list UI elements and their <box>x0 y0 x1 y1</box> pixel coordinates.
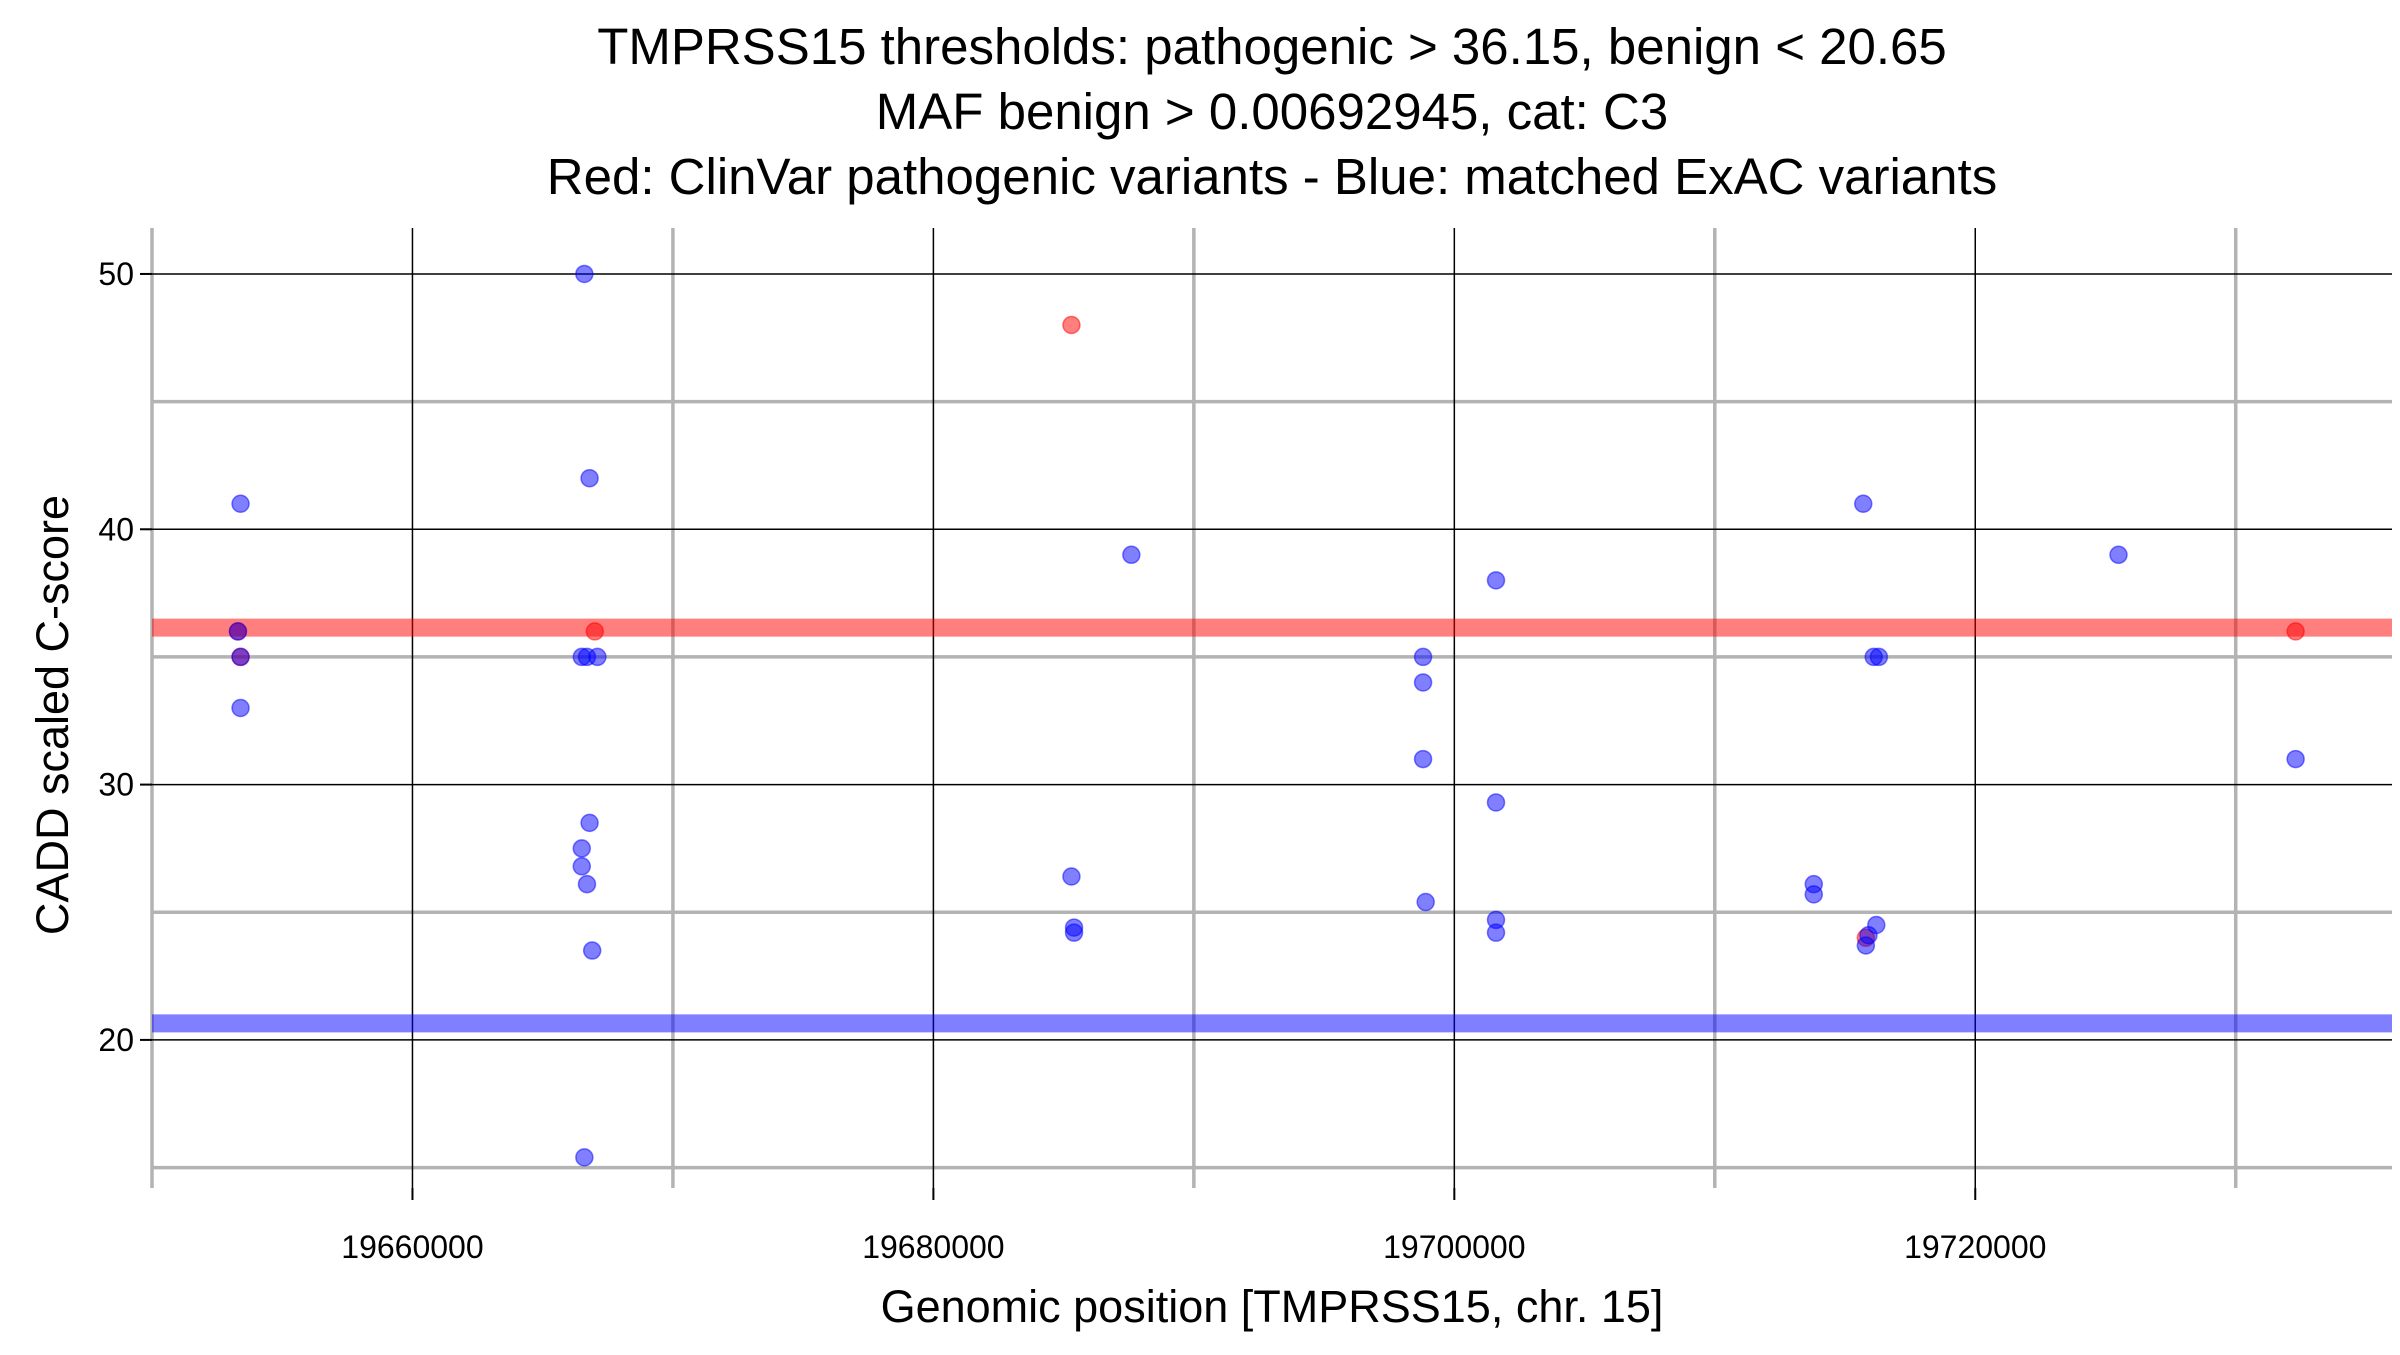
exac-matched-point <box>1413 647 1433 667</box>
clinvar-pathogenic-point <box>1062 315 1081 335</box>
exac-matched-point <box>1804 885 1824 904</box>
clinvar-pathogenic-point <box>585 622 605 641</box>
y-tick-label: 40 <box>98 511 134 547</box>
exac-matched-point <box>2286 749 2305 769</box>
exac-matched-point <box>2109 545 2128 565</box>
exac-matched-point <box>231 698 250 718</box>
exac-matched-point <box>1869 647 1889 667</box>
x-tick-label: 19680000 <box>862 1229 1004 1265</box>
exac-matched-point <box>231 494 250 513</box>
chart-title-line-2: MAF benign > 0.00692945, cat: C3 <box>876 83 1668 140</box>
exac-matched-point <box>231 647 250 667</box>
exac-matched-point <box>1122 545 1141 565</box>
exac-matched-point <box>1854 494 1873 513</box>
exac-matched-point <box>580 468 599 488</box>
y-tick-label: 20 <box>98 1022 134 1058</box>
y-axis-title: CADD scaled C-score <box>27 495 78 935</box>
exac-matched-point <box>1486 923 1506 942</box>
exac-matched-point <box>580 813 599 833</box>
threshold-lines <box>152 618 2392 1033</box>
clinvar-pathogenic-point <box>2286 622 2305 641</box>
exac-matched-point <box>572 839 592 858</box>
exac-matched-point <box>572 857 592 876</box>
exac-matched-point <box>1413 749 1433 769</box>
exac-matched-point <box>1856 936 1876 955</box>
exac-matched-point <box>228 622 248 641</box>
exac-matched-point <box>1413 673 1433 692</box>
x-tick-label: 19700000 <box>1383 1229 1525 1265</box>
tick-labels: 20 30 40 50 19660000 19680000 19700000 19720000 <box>98 256 2046 1265</box>
exac-matched-point <box>1064 923 1084 942</box>
data-points <box>228 264 2305 1167</box>
exac-matched-point <box>582 941 602 960</box>
exac-matched-point <box>575 1148 594 1167</box>
x-tick-label: 19720000 <box>1904 1229 2046 1265</box>
exac-matched-point <box>588 647 607 667</box>
exac-matched-point <box>1486 571 1506 590</box>
exac-matched-point <box>1062 867 1081 886</box>
chart-title-line-1: TMPRSS15 thresholds: pathogenic > 36.15,… <box>597 18 1947 75</box>
y-tick-label: 30 <box>98 767 134 803</box>
exac-matched-point <box>575 264 594 284</box>
exac-matched-point <box>577 874 597 894</box>
exac-matched-point <box>1486 793 1506 812</box>
x-tick-label: 19660000 <box>341 1229 483 1265</box>
x-axis-title: Genomic position [TMPRSS15, chr. 15] <box>881 1281 1664 1332</box>
exac-matched-point <box>1416 892 1435 912</box>
chart-title-line-3: Red: ClinVar pathogenic variants - Blue:… <box>547 148 1997 205</box>
y-tick-label: 50 <box>98 256 134 292</box>
